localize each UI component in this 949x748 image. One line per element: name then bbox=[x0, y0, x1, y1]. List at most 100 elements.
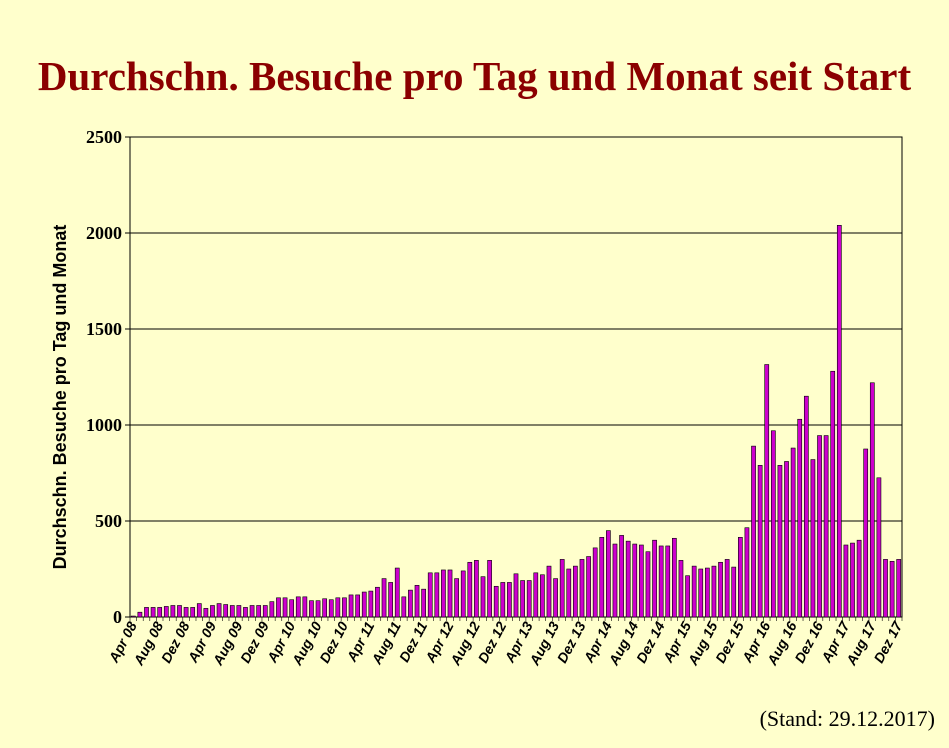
bar bbox=[434, 572, 440, 618]
bar bbox=[724, 559, 730, 618]
bar bbox=[691, 565, 697, 618]
bars bbox=[130, 225, 902, 618]
stand-footnote: (Stand: 29.12.2017) bbox=[759, 706, 935, 731]
bar bbox=[210, 605, 215, 618]
bar bbox=[190, 607, 196, 618]
bar bbox=[394, 567, 400, 618]
bar bbox=[348, 594, 354, 618]
bar bbox=[751, 445, 756, 618]
bar bbox=[678, 560, 684, 618]
bar bbox=[744, 527, 750, 618]
bar bbox=[672, 537, 677, 618]
bar bbox=[328, 599, 334, 618]
bar bbox=[843, 544, 849, 618]
bar bbox=[408, 589, 413, 618]
bar bbox=[243, 607, 248, 618]
bar bbox=[566, 568, 572, 618]
bar bbox=[685, 575, 690, 618]
bar bbox=[500, 582, 506, 618]
bar bbox=[876, 477, 882, 618]
y-tick-label: 2000 bbox=[86, 223, 122, 243]
bar bbox=[276, 597, 281, 618]
bar bbox=[896, 559, 902, 618]
bar bbox=[183, 607, 189, 618]
y-axis-ticks: 0 500 1000 1500 2000 2500 bbox=[86, 127, 130, 627]
bar bbox=[632, 543, 638, 618]
bar bbox=[335, 597, 341, 618]
bar bbox=[229, 605, 235, 618]
bar bbox=[737, 537, 743, 618]
bar bbox=[520, 580, 525, 618]
bar bbox=[863, 448, 869, 618]
bar bbox=[447, 569, 453, 618]
bar bbox=[282, 597, 288, 618]
bar bbox=[381, 578, 387, 618]
bar bbox=[592, 547, 598, 618]
bar bbox=[177, 605, 182, 618]
bar bbox=[454, 578, 459, 618]
bar bbox=[830, 370, 836, 618]
bar bbox=[342, 597, 347, 618]
bar bbox=[764, 364, 770, 618]
bar bbox=[803, 395, 809, 618]
bar bbox=[269, 601, 275, 618]
bar bbox=[441, 569, 446, 618]
bar bbox=[196, 603, 202, 618]
bar bbox=[540, 574, 545, 618]
bar bbox=[731, 566, 737, 618]
bar bbox=[579, 559, 585, 618]
bar bbox=[414, 585, 420, 618]
bar bbox=[355, 594, 360, 618]
bar bbox=[790, 447, 796, 618]
bar bbox=[698, 568, 704, 618]
bar bbox=[586, 556, 591, 618]
bar bbox=[553, 578, 558, 618]
bar bbox=[309, 600, 314, 618]
bar bbox=[784, 461, 789, 618]
bar bbox=[704, 567, 710, 618]
bar bbox=[289, 599, 294, 618]
bar bbox=[817, 435, 822, 618]
bar bbox=[711, 565, 717, 618]
bar bbox=[658, 545, 664, 618]
y-tick-label: 2500 bbox=[86, 127, 122, 147]
y-axis-label: Durchschn. Besuche pro Tag und Monat bbox=[50, 225, 70, 570]
bar bbox=[526, 580, 532, 618]
bar bbox=[157, 607, 163, 618]
bar bbox=[856, 539, 862, 618]
bar bbox=[295, 596, 301, 618]
bar bbox=[797, 418, 803, 618]
bar bbox=[889, 561, 895, 618]
bar bbox=[480, 576, 486, 618]
bar bbox=[493, 585, 499, 618]
bar bbox=[507, 582, 512, 618]
bar bbox=[361, 591, 367, 618]
bar bbox=[850, 542, 855, 618]
bar bbox=[573, 565, 578, 618]
bar bbox=[322, 598, 327, 618]
bar bbox=[487, 560, 492, 618]
bar bbox=[625, 540, 631, 618]
bar bbox=[130, 615, 136, 618]
bar bbox=[460, 570, 466, 618]
y-tick-label: 0 bbox=[113, 607, 122, 627]
y-tick-label: 1000 bbox=[86, 415, 122, 435]
bar bbox=[810, 459, 816, 618]
bar bbox=[203, 608, 209, 618]
bar bbox=[546, 565, 552, 618]
bar bbox=[665, 545, 671, 618]
bar bbox=[421, 588, 426, 618]
bar bbox=[474, 560, 479, 618]
bar bbox=[163, 606, 169, 618]
bar bbox=[652, 539, 657, 618]
bar bbox=[262, 605, 268, 618]
bar bbox=[236, 605, 242, 618]
bar bbox=[836, 225, 842, 618]
bar bbox=[757, 465, 763, 618]
bar bbox=[256, 605, 262, 618]
bar bbox=[315, 600, 321, 618]
bar bbox=[467, 561, 473, 618]
bar bbox=[777, 465, 783, 618]
bar bbox=[216, 603, 222, 618]
